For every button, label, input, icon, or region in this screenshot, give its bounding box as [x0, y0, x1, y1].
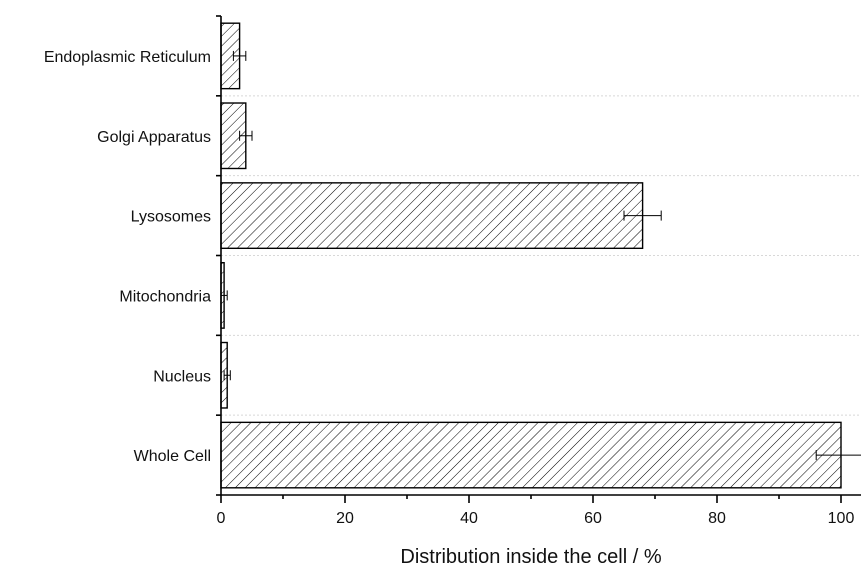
- category-label: Nucleus: [153, 368, 211, 385]
- error-bars: [220, 50, 861, 461]
- bar: [220, 421, 842, 489]
- category-label: Endoplasmic Reticulum: [44, 49, 211, 66]
- x-tick-label: 20: [336, 510, 354, 527]
- x-tick-label: 80: [708, 510, 726, 527]
- x-axis-title: Distribution inside the cell / %: [400, 546, 661, 568]
- x-tick-label: 40: [460, 510, 478, 527]
- x-tick-label: 100: [828, 510, 855, 527]
- x-tick-label: 0: [217, 510, 226, 527]
- category-label: Whole Cell: [134, 448, 211, 465]
- bar: [220, 182, 644, 250]
- x-tick-label: 60: [584, 510, 602, 527]
- category-label: Mitochondria: [119, 288, 211, 305]
- category-label: Lysosomes: [131, 209, 211, 226]
- x-ticks: 0 20 40 60 80 100: [216, 15, 855, 527]
- category-labels: Endoplasmic Reticulum Golgi Apparatus Lyso…: [44, 49, 211, 465]
- grid-lines: [221, 95, 861, 416]
- category-label: Golgi Apparatus: [97, 129, 211, 146]
